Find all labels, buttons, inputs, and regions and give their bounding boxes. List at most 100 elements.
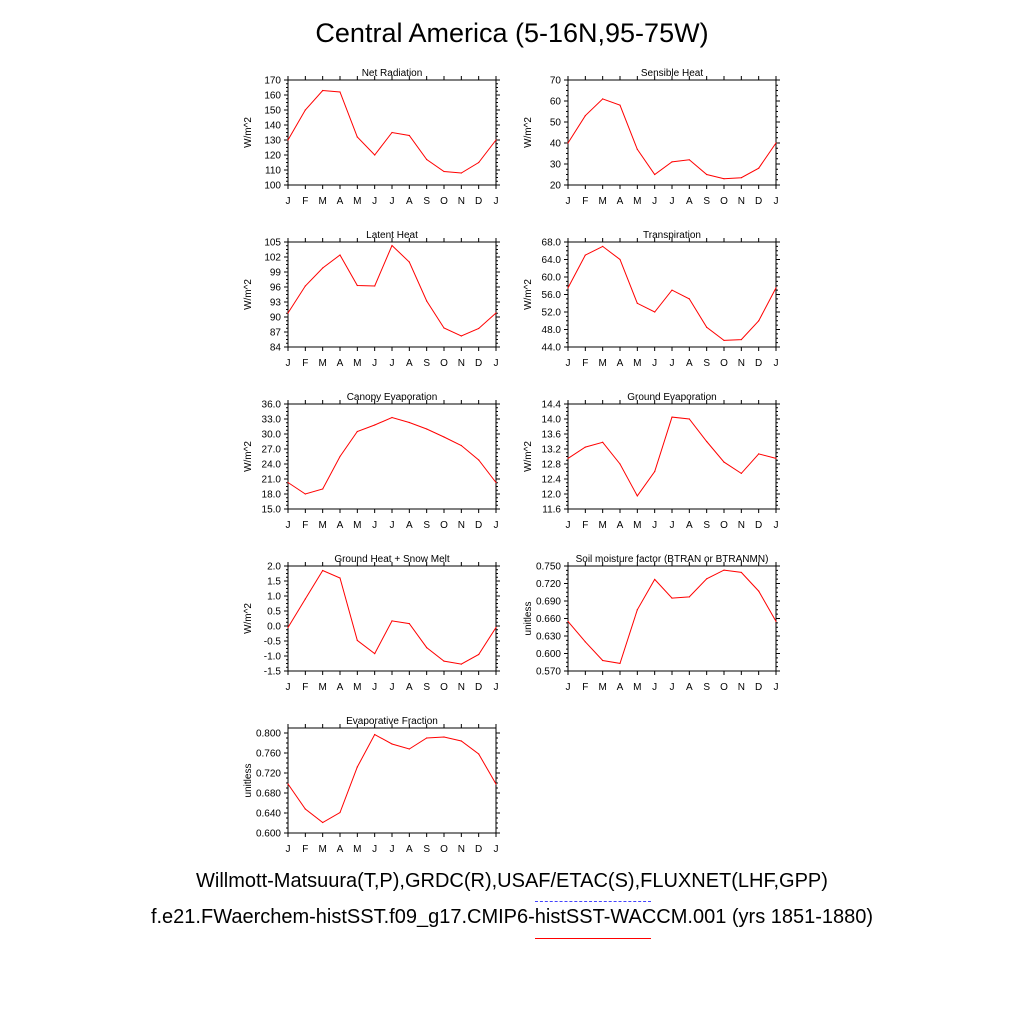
x-tick-label: J xyxy=(670,358,675,369)
y-tick-label: -0.5 xyxy=(264,637,282,648)
x-tick-label: D xyxy=(475,844,482,855)
data-point xyxy=(671,289,673,291)
x-tick-label: D xyxy=(475,196,482,207)
data-point xyxy=(339,455,341,458)
panel-title-canopy-evaporation: Canopy Evaporation xyxy=(347,392,438,403)
x-tick-label: M xyxy=(598,196,606,207)
plot-frame xyxy=(567,241,777,348)
data-point xyxy=(339,811,341,814)
data-point xyxy=(304,285,306,287)
x-tick-label: M xyxy=(318,844,326,855)
y-tick-label: 0.750 xyxy=(536,562,561,573)
x-tick-label: J xyxy=(372,682,377,693)
data-point xyxy=(322,89,324,92)
x-tick-label: M xyxy=(633,196,641,207)
panel-9: Evaporative Fraction unitless 0.600 0.640 0.… xyxy=(243,716,500,855)
x-tick-label: J xyxy=(774,358,779,369)
x-tick-label: S xyxy=(423,196,430,207)
y-tick-label: 36.0 xyxy=(262,400,282,411)
x-tick-label: D xyxy=(755,682,762,693)
x-tick-label: M xyxy=(353,844,361,855)
plot-frame xyxy=(287,565,497,672)
data-point xyxy=(374,733,376,736)
y-tick-label: 84 xyxy=(270,343,282,354)
data-point xyxy=(322,488,324,490)
data-point xyxy=(460,444,462,447)
legend-model-label: f.e21.FWaerchem-histSST.f09_g17.CMIP6-hi… xyxy=(150,906,874,928)
data-point xyxy=(567,287,569,289)
y-tick-label: 0.630 xyxy=(536,632,561,643)
data-point xyxy=(567,142,569,144)
y-tick-label: 60 xyxy=(550,97,562,108)
y-tick-label: 140 xyxy=(264,121,281,132)
y-tick-label: 60.0 xyxy=(542,273,562,284)
data-point xyxy=(426,428,428,430)
y-axis-label: W/m^2 xyxy=(523,117,534,148)
x-tick-label: M xyxy=(318,520,326,531)
x-tick-label: S xyxy=(703,682,710,693)
data-point xyxy=(443,327,445,329)
x-tick-label: S xyxy=(423,844,430,855)
data-point xyxy=(706,326,708,328)
x-tick-label: A xyxy=(337,844,344,855)
data-point xyxy=(495,626,497,629)
y-tick-label: 64.0 xyxy=(542,255,562,266)
data-point xyxy=(356,766,358,768)
x-tick-label: D xyxy=(475,520,482,531)
x-tick-label: A xyxy=(337,682,344,693)
data-point xyxy=(688,596,690,598)
x-tick-label: J xyxy=(566,196,571,207)
plot-frame xyxy=(287,403,497,510)
x-tick-label: S xyxy=(423,682,430,693)
x-tick-label: M xyxy=(353,520,361,531)
data-point xyxy=(287,626,289,629)
y-tick-label: 0.0 xyxy=(267,622,281,633)
x-tick-label: J xyxy=(774,520,779,531)
x-tick-label: N xyxy=(458,358,465,369)
data-point xyxy=(356,430,358,433)
y-axis-label: W/m^2 xyxy=(523,279,534,310)
data-point xyxy=(706,440,708,443)
y-tick-label: 0.720 xyxy=(536,579,561,590)
data-point xyxy=(758,590,760,592)
data-point xyxy=(758,453,760,455)
y-tick-label: 56.0 xyxy=(542,290,562,301)
data-point xyxy=(322,267,324,269)
panel-title-evaporative-fraction: Evaporative Fraction xyxy=(346,716,438,727)
data-point xyxy=(356,639,358,642)
y-tick-label: 130 xyxy=(264,136,281,147)
data-point xyxy=(602,245,604,247)
data-point xyxy=(723,569,725,571)
data-point xyxy=(758,320,760,322)
x-tick-label: D xyxy=(755,358,762,369)
x-tick-label: O xyxy=(440,358,448,369)
x-tick-label: D xyxy=(475,682,482,693)
x-tick-label: O xyxy=(720,520,728,531)
x-tick-label: J xyxy=(670,520,675,531)
y-axis-label: W/m^2 xyxy=(243,603,254,634)
data-point xyxy=(339,577,341,579)
series-line xyxy=(287,569,497,665)
x-tick-label: A xyxy=(406,520,413,531)
panel-6: Ground Evaporation W/m^2 11.6 12.0 12.4 12.8 1… xyxy=(523,392,780,531)
y-axis-label: W/m^2 xyxy=(243,441,254,472)
data-point xyxy=(706,173,708,176)
data-point xyxy=(287,481,289,484)
y-tick-label: 0.5 xyxy=(267,607,281,618)
legend-model-line xyxy=(535,938,651,939)
y-axis-label: W/m^2 xyxy=(243,279,254,310)
x-tick-label: O xyxy=(440,682,448,693)
data-point xyxy=(619,104,621,106)
x-tick-label: J xyxy=(670,196,675,207)
data-point xyxy=(460,172,462,174)
data-point xyxy=(322,569,324,572)
data-point xyxy=(740,338,742,341)
x-tick-label: A xyxy=(617,196,624,207)
y-tick-label: 0.640 xyxy=(256,809,281,820)
x-tick-label: J xyxy=(670,682,675,693)
data-point xyxy=(460,335,462,337)
y-tick-label: 0.720 xyxy=(256,769,281,780)
data-point xyxy=(636,609,638,611)
